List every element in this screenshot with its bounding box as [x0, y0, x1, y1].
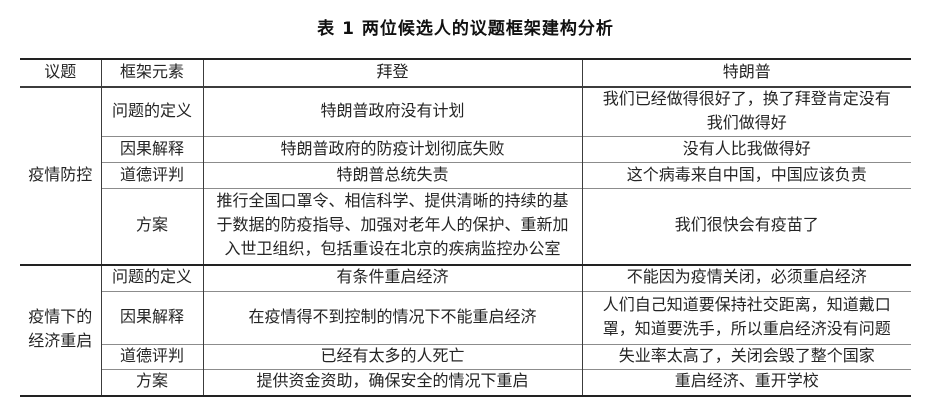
table-row: 因果解释 在疫情得不到控制的情况下不能重启经济 人们自己知道要保持社交距离，知道… [20, 291, 911, 345]
table-row: 疫情下的 经济重启 问题的定义 有条件重启经济 不能因为疫情关闭，必须重启经济 [20, 263, 911, 396]
trump-cell: 重启经济、重开学校 [581, 369, 911, 396]
biden-cell: 有条件重启经济 [203, 263, 582, 292]
trump-cell: 这个病毒来自中国，中国应该负责 [581, 162, 911, 189]
table-row: 道德评判 已经有太多的人死亡 失业率太高了，关闭会毁了整个国家 [20, 344, 911, 370]
element-cell: 方案 [100, 188, 204, 265]
topic-cell-pandemic-control: 疫情防控 [20, 86, 101, 265]
element-cell: 因果解释 [100, 136, 204, 163]
table-row: 道德评判 特朗普总统失责 这个病毒来自中国，中国应该负责 [20, 162, 911, 189]
trump-cell: 不能因为疫情关闭，必须重启经济 [581, 263, 911, 292]
trump-cell: 我们已经做得很好了，换了拜登肯定没有 我们做得好 [581, 86, 911, 137]
biden-cell: 提供资金资助，确保安全的情况下重启 [203, 369, 582, 396]
table-row: 方案 提供资金资助，确保安全的情况下重启 重启经济、重开学校 [20, 369, 911, 396]
biden-cell: 在疫情得不到控制的情况下不能重启经济 [203, 291, 582, 345]
header-row: 议题 框架元素 拜登 特朗普 [20, 59, 911, 88]
trump-cell: 我们很快会有疫苗了 [581, 188, 911, 265]
element-cell: 问题的定义 [100, 263, 204, 292]
trump-cell: 失业率太高了，关闭会毁了整个国家 [581, 344, 911, 370]
framing-analysis-table: 议题 框架元素 拜登 特朗普 疫情防控 问题的定义 特朗普政府没有计划 我们已经… [20, 58, 911, 397]
element-cell: 问题的定义 [100, 86, 204, 137]
biden-cell: 已经有太多的人死亡 [203, 344, 582, 370]
header-trump: 特朗普 [581, 59, 911, 88]
element-cell: 道德评判 [100, 162, 204, 189]
table-title: 表 1 两位候选人的议题框架建构分析 [317, 19, 614, 39]
element-cell: 道德评判 [100, 344, 204, 370]
table-row: 因果解释 特朗普政府的防疫计划彻底失败 没有人比我做得好 [20, 136, 911, 163]
element-cell: 因果解释 [100, 291, 204, 345]
biden-cell: 特朗普政府的防疫计划彻底失败 [203, 136, 582, 163]
header-topic: 议题 [20, 59, 101, 88]
topic-cell-economy-restart: 疫情下的 经济重启 [20, 263, 101, 396]
trump-cell: 没有人比我做得好 [581, 136, 911, 163]
biden-cell: 推行全国口罩令、相信科学、提供清晰的持续的基 于数据的防疫指导、加强对老年人的保… [203, 188, 582, 265]
trump-cell: 人们自己知道要保持社交距离，知道戴口 罩，知道要洗手，所以重启经济没有问题 [581, 291, 911, 345]
element-cell: 方案 [100, 369, 204, 396]
biden-cell: 特朗普政府没有计划 [203, 86, 582, 137]
header-frame-element: 框架元素 [100, 59, 204, 88]
table-row: 疫情防控 问题的定义 特朗普政府没有计划 我们已经做得很好了，换了拜登肯定没有 … [20, 86, 911, 265]
header-biden: 拜登 [203, 59, 582, 88]
biden-cell: 特朗普总统失责 [203, 162, 582, 189]
table-row: 方案 推行全国口罩令、相信科学、提供清晰的持续的基 于数据的防疫指导、加强对老年… [20, 188, 911, 265]
